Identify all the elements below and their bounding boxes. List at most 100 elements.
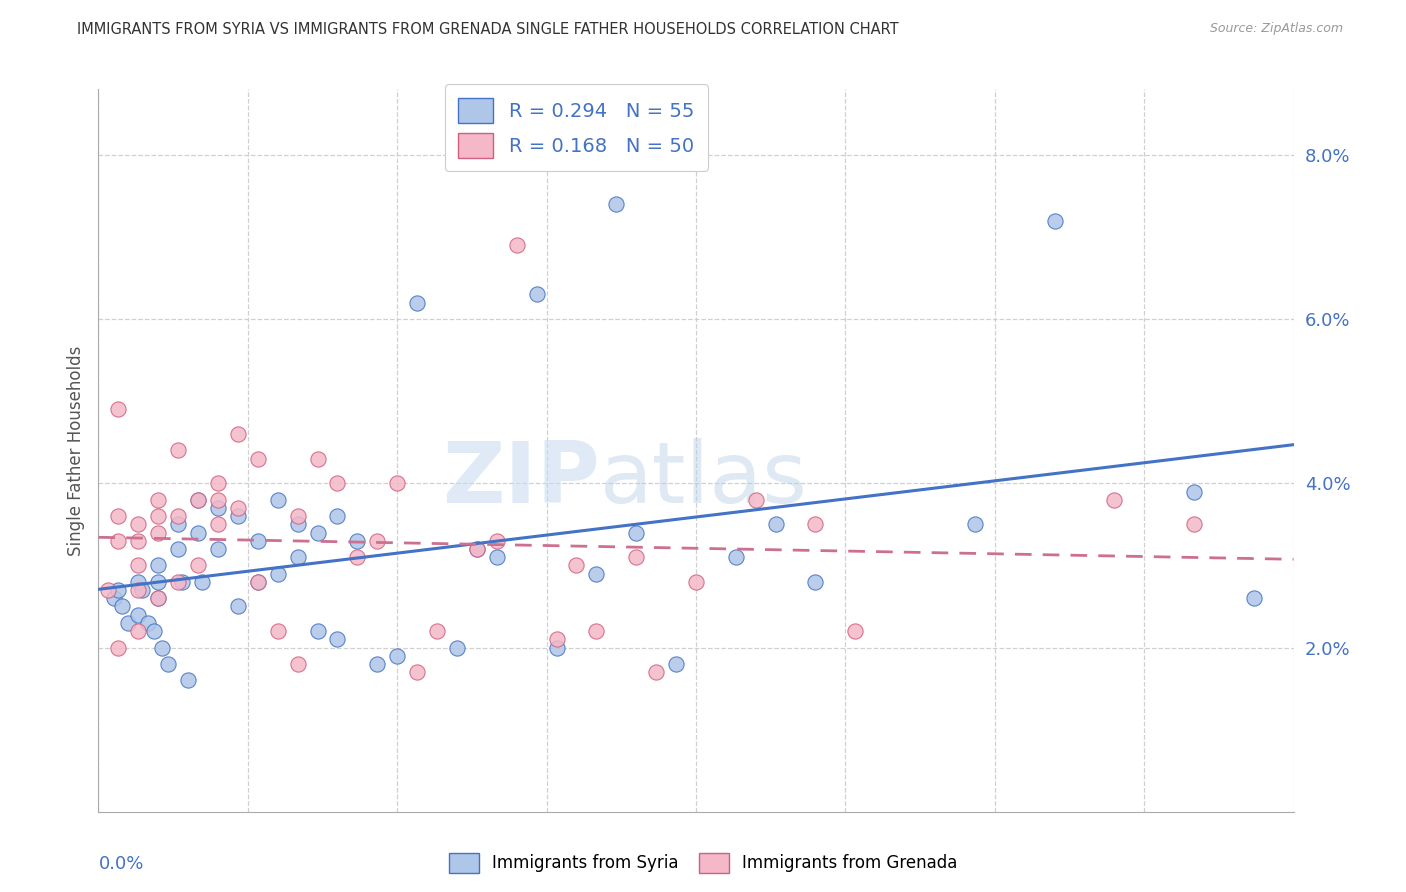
Point	[226, 509, 249, 524]
Point	[177, 673, 200, 688]
Point	[150, 640, 173, 655]
Point	[207, 517, 229, 532]
Point	[226, 599, 249, 614]
Point	[107, 640, 129, 655]
Text: atlas: atlas	[600, 438, 808, 521]
Point	[207, 500, 229, 515]
Point	[127, 558, 149, 573]
Point	[465, 541, 488, 556]
Point	[191, 574, 214, 589]
Point	[148, 558, 170, 573]
Point	[1104, 492, 1126, 507]
Point	[117, 615, 139, 630]
Point	[307, 451, 329, 466]
Point	[287, 509, 309, 524]
Point	[226, 500, 249, 515]
Point	[385, 476, 409, 491]
Point	[136, 615, 159, 630]
Point	[107, 509, 129, 524]
Point	[565, 558, 588, 573]
Point	[465, 541, 488, 556]
Point	[326, 632, 349, 647]
Point	[246, 533, 269, 548]
Point	[446, 640, 468, 655]
Point	[406, 295, 429, 310]
Point	[326, 476, 349, 491]
Point	[307, 525, 329, 540]
Point	[585, 566, 607, 581]
Point	[246, 574, 269, 589]
Point	[127, 582, 149, 597]
Point	[804, 574, 827, 589]
Point	[485, 533, 508, 548]
Point	[103, 591, 125, 606]
Point	[167, 509, 190, 524]
Point	[626, 550, 648, 565]
Point	[346, 550, 368, 565]
Point	[665, 657, 688, 671]
Point	[107, 533, 129, 548]
Text: 0.0%: 0.0%	[98, 855, 143, 873]
Point	[207, 476, 229, 491]
Point	[585, 624, 607, 639]
Text: ZIP: ZIP	[443, 438, 600, 521]
Point	[148, 591, 170, 606]
Point	[167, 541, 190, 556]
Point	[546, 640, 568, 655]
Point	[148, 574, 170, 589]
Point	[346, 533, 368, 548]
Point	[172, 574, 194, 589]
Point	[127, 574, 149, 589]
Point	[226, 427, 249, 442]
Point	[187, 525, 209, 540]
Point	[207, 492, 229, 507]
Point	[246, 451, 269, 466]
Point	[1043, 213, 1066, 227]
Point	[267, 492, 290, 507]
Point	[287, 657, 309, 671]
Point	[287, 517, 309, 532]
Point	[426, 624, 449, 639]
Point	[148, 509, 170, 524]
Point	[765, 517, 787, 532]
Point	[605, 197, 627, 211]
Point	[626, 525, 648, 540]
Point	[287, 550, 309, 565]
Legend: Immigrants from Syria, Immigrants from Grenada: Immigrants from Syria, Immigrants from G…	[441, 847, 965, 880]
Text: IMMIGRANTS FROM SYRIA VS IMMIGRANTS FROM GRENADA SINGLE FATHER HOUSEHOLDS CORREL: IMMIGRANTS FROM SYRIA VS IMMIGRANTS FROM…	[77, 22, 898, 37]
Point	[127, 607, 149, 622]
Point	[127, 533, 149, 548]
Text: Source: ZipAtlas.com: Source: ZipAtlas.com	[1209, 22, 1343, 36]
Point	[645, 665, 668, 680]
Point	[506, 238, 529, 252]
Point	[844, 624, 866, 639]
Point	[385, 648, 409, 663]
Point	[685, 574, 707, 589]
Legend: R = 0.294   N = 55, R = 0.168   N = 50: R = 0.294 N = 55, R = 0.168 N = 50	[444, 85, 709, 171]
Point	[526, 287, 548, 301]
Point	[724, 550, 747, 565]
Point	[326, 509, 349, 524]
Point	[1182, 484, 1205, 499]
Point	[148, 591, 170, 606]
Point	[187, 558, 209, 573]
Point	[804, 517, 827, 532]
Point	[546, 632, 568, 647]
Point	[267, 566, 290, 581]
Point	[485, 550, 508, 565]
Point	[111, 599, 134, 614]
Point	[307, 624, 329, 639]
Point	[207, 541, 229, 556]
Point	[143, 624, 166, 639]
Point	[107, 402, 129, 417]
Point	[131, 582, 153, 597]
Point	[187, 492, 209, 507]
Point	[167, 574, 190, 589]
Point	[1243, 591, 1265, 606]
Point	[963, 517, 986, 532]
Point	[157, 657, 180, 671]
Point	[97, 582, 120, 597]
Y-axis label: Single Father Households: Single Father Households	[66, 345, 84, 556]
Point	[406, 665, 429, 680]
Point	[267, 624, 290, 639]
